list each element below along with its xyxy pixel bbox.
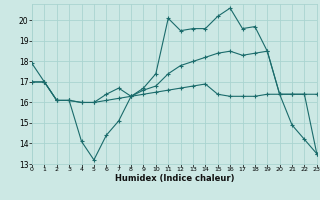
X-axis label: Humidex (Indice chaleur): Humidex (Indice chaleur) (115, 174, 234, 183)
